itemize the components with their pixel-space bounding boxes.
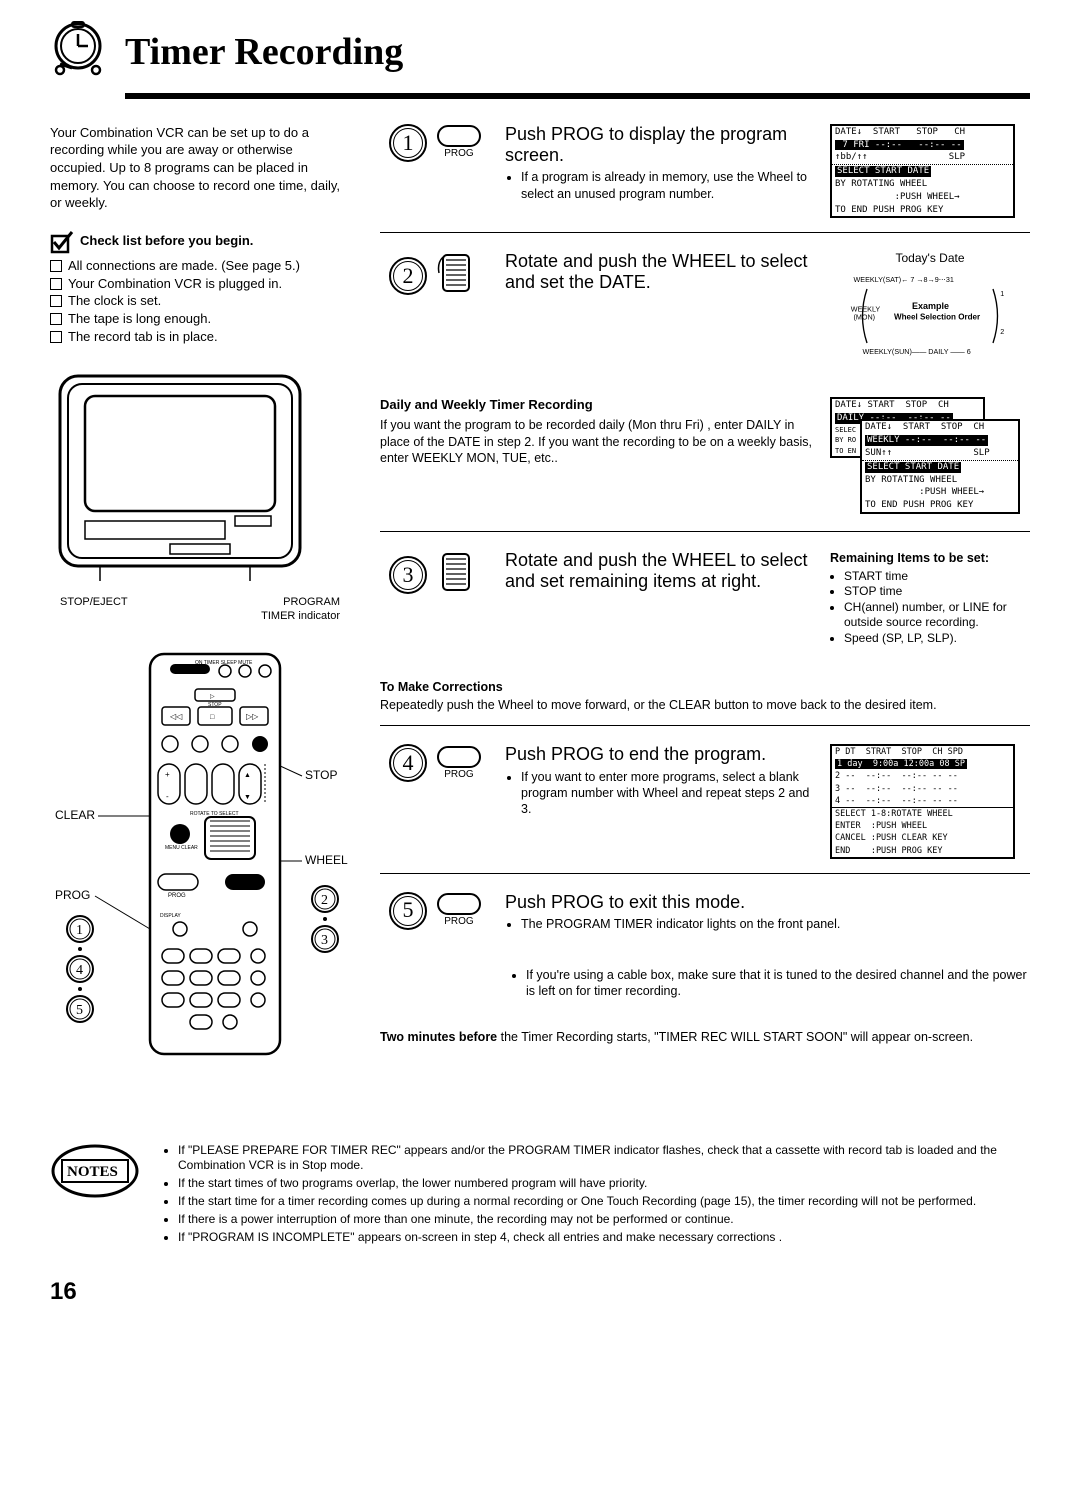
screen-step1: DATE↓ START STOP CH 7 FRI --:-- --:-- --… [830,124,1015,219]
page-title: Timer Recording [125,28,403,77]
svg-text:(MON): (MON) [854,313,876,322]
svg-text:ROTATE TO SELECT: ROTATE TO SELECT [190,811,239,817]
step-3: 3 Rotate and push the WHEEL to select an… [380,550,1030,660]
svg-text:+: + [165,770,170,779]
svg-text:NOTES: NOTES [67,1164,118,1180]
step-4-title: Push PROG to end the program. [505,744,815,765]
wheel-icon [437,550,481,599]
svg-text:2: 2 [321,893,328,908]
prog-label: PROG [437,768,481,781]
daily-screens: DATE↓ START STOP CH DAILY --:-- --:-- --… [830,397,1020,517]
check-item: The tape is long enough. [68,311,211,328]
prog-button-icon [437,746,481,768]
step-number-icon: 4 [389,744,427,782]
page-number: 16 [50,1276,1030,1307]
check-item: The clock is set. [68,293,161,310]
cable-note-text: If you're using a cable box, make sure t… [526,967,1030,1000]
check-item: The record tab is in place. [68,329,218,346]
svg-text:4: 4 [76,963,83,978]
checklist: All connections are made. (See page 5.) … [50,258,350,346]
step-number-icon: 5 [389,892,427,930]
label-clear: CLEAR [55,808,95,822]
step-5: 5 PROG Push PROG to exit this mode. The … [380,892,1030,949]
step-1-title: Push PROG to display the program screen. [505,124,815,165]
svg-text:1: 1 [1000,289,1004,298]
label-prog: PROG [55,888,90,902]
title-rule [125,93,1030,99]
checklist-heading: Check list before you begin. [80,233,253,250]
intro-text: Your Combination VCR can be set up to do… [50,124,350,212]
step-5-title: Push PROG to exit this mode. [505,892,1030,913]
svg-text:◁◁: ◁◁ [170,712,183,721]
date-diagram: Today's Date WEEKLY(SAT)← 7 →8→9⋯31 WEEK… [830,251,1030,365]
step-number-icon: 3 [389,556,427,594]
svg-text:▷: ▷ [210,694,215,700]
note-item: If the start times of two programs overl… [178,1176,1030,1191]
svg-text:DISPLAY: DISPLAY [160,913,181,919]
check-item: All connections are made. (See page 5.) [68,258,300,275]
svg-text:2: 2 [1000,327,1004,336]
corrections-title: To Make Corrections [380,679,1030,695]
note-item: If there is a power interruption of more… [178,1212,1030,1227]
step-number-icon: 2 [389,257,427,295]
svg-text:3: 3 [321,933,328,948]
tv-label-program: PROGRAM [283,596,340,608]
note-item: If "PROGRAM IS INCOMPLETE" appears on-sc… [178,1230,1030,1245]
step-2: 2 Rotate and push the WHEEL to select an… [380,251,1030,379]
step-number-icon: 1 [389,124,427,162]
svg-text:1: 1 [76,923,83,938]
remote-illustration: CLEAR PROG STOP WHEEL ON TIMER SLEEP MUT… [50,649,350,1094]
svg-text:▼: ▼ [244,794,251,801]
svg-text:PROG: PROG [168,893,186,899]
cable-note: If you're using a cable box, make sure t… [380,967,1030,1000]
step-1: 1 PROG Push PROG to display the program … [380,124,1030,234]
remain-item: START time [844,569,1030,585]
step-1-bullet: If a program is already in memory, use t… [521,169,815,202]
daily-weekly-section: Daily and Weekly Timer Recording If you … [380,397,1030,532]
svg-text:WEEKLY(SUN)—— DAILY —— 6: WEEKLY(SUN)—— DAILY —— 6 [863,347,971,356]
check-item: Your Combination VCR is plugged in. [68,276,282,293]
tv-label-timer: TIMER indicator [261,610,340,622]
step-4-bullet: If you want to enter more programs, sele… [521,769,815,818]
step-2-title: Rotate and push the WHEEL to select and … [505,251,815,292]
corrections-block: To Make Corrections Repeatedly push the … [380,679,1030,727]
svg-text:WEEKLY(SAT)← 7 →8→9⋯31: WEEKLY(SAT)← 7 →8→9⋯31 [854,275,954,284]
prog-label: PROG [437,147,481,160]
note-item: If "PLEASE PREPARE FOR TIMER REC" appear… [178,1143,1030,1173]
clock-icon [50,20,110,85]
checkbox-icon [50,230,74,254]
note-item: If the start time for a timer recording … [178,1194,1030,1209]
daily-title: Daily and Weekly Timer Recording [380,397,815,414]
prog-button-icon [437,893,481,915]
svg-text:ON TIMER SLEEP MUTE: ON TIMER SLEEP MUTE [195,660,253,666]
svg-text:5: 5 [76,1003,83,1018]
step-4: 4 PROG Push PROG to end the program. If … [380,744,1030,874]
daily-body: If you want the program to be recorded d… [380,417,815,466]
remaining-title: Remaining Items to be set: [830,550,1030,566]
tv-label-stop: STOP/EJECT [60,595,128,624]
remain-item: CH(annel) number, or LINE for outside so… [844,600,1030,631]
wheel-icon [437,251,481,300]
step-5-bullet: The PROGRAM TIMER indicator lights on th… [521,916,1030,932]
notes-section: NOTES If "PLEASE PREPARE FOR TIMER REC" … [50,1143,1030,1248]
label-stop: STOP [305,768,337,782]
svg-text:▷▷: ▷▷ [246,712,259,721]
step-3-title: Rotate and push the WHEEL to select and … [505,550,815,591]
screen-step4: P DT STRAT STOP CH SPD 1 day 9:00a 12:00… [830,744,1015,859]
svg-text:Example: Example [912,301,949,311]
svg-text:▲: ▲ [244,772,251,779]
tv-illustration: STOP/EJECT PROGRAM TIMER indicator [50,366,350,623]
svg-text:MENU CLEAR: MENU CLEAR [165,845,198,851]
svg-text:STOP: STOP [208,702,222,708]
label-wheel: WHEEL [305,853,348,867]
remain-item: STOP time [844,584,1030,600]
prog-button-icon [437,125,481,147]
two-min-note: Two minutes before the Timer Recording s… [380,1029,1030,1045]
prog-label: PROG [437,915,481,928]
corrections-body: Repeatedly push the Wheel to move forwar… [380,697,1030,713]
notes-icon: NOTES [50,1143,140,1204]
remain-item: Speed (SP, LP, SLP). [844,631,1030,647]
svg-text:-: - [166,792,169,801]
svg-text:Wheel Selection Order: Wheel Selection Order [894,313,981,322]
